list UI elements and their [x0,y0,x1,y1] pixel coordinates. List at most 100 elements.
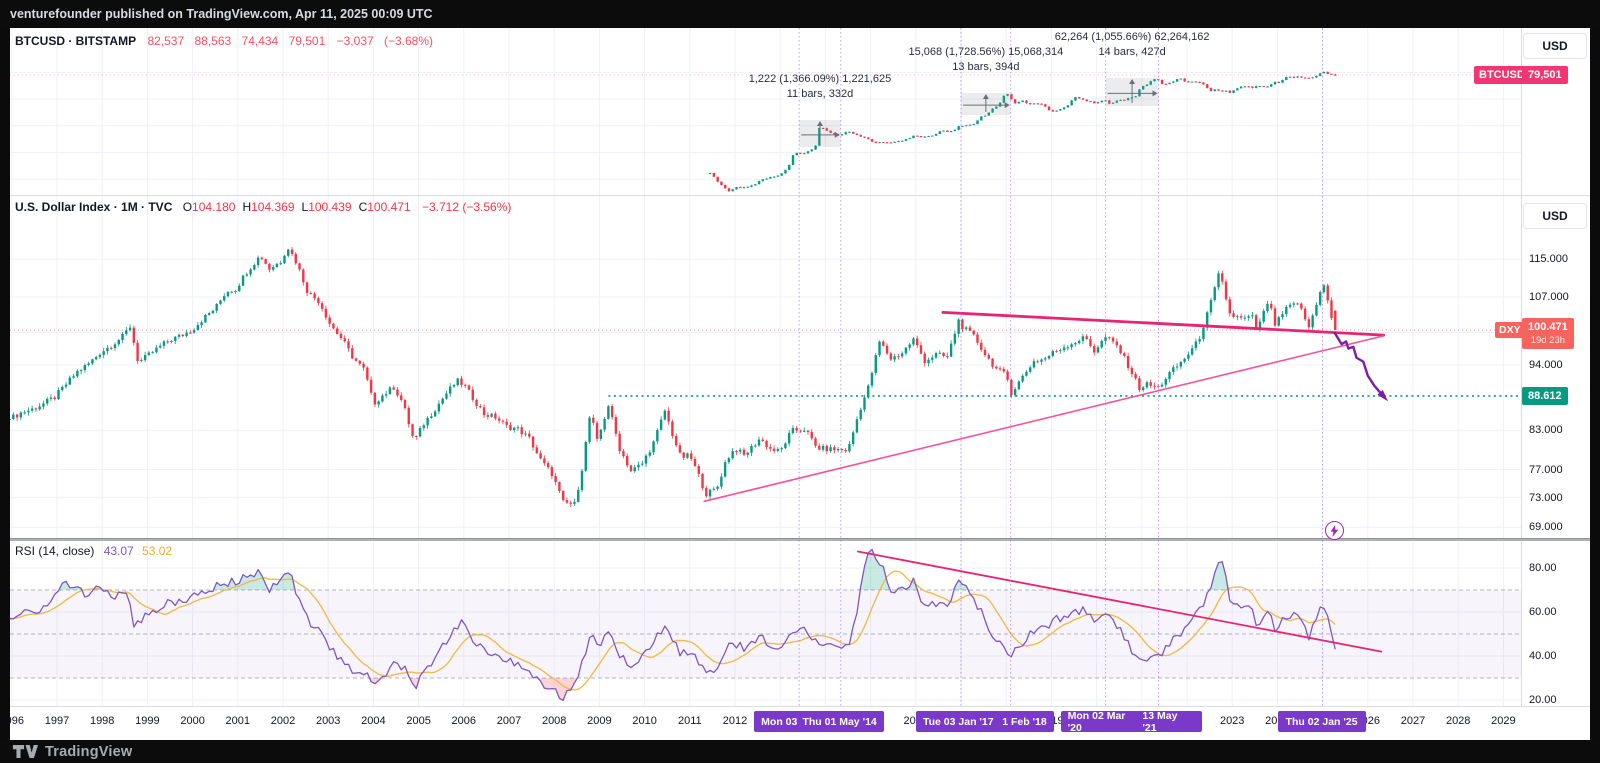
btcusd-price-chip: 79,501 [1522,66,1568,84]
year-axis-label: 1996 [10,715,25,727]
year-axis-label: 1997 [44,715,70,727]
lightning-bolt-icon [1330,524,1339,537]
year-axis-label: 1998 [89,715,115,727]
dxy-candles [10,246,1337,508]
btc-symbol-label[interactable]: BTCUSD · BITSTAMP [15,34,137,48]
brand-name[interactable]: TradingView [45,743,133,760]
year-axis-label: 2002 [270,715,296,727]
ohlc-key: O [182,200,193,214]
btcusd-chip-value: 79,501 [1528,69,1562,81]
time-marker-label: Tue 03 Jan '17 [923,715,994,728]
tradingview-logo-icon[interactable] [12,744,38,759]
footer-bar: TradingView [0,740,1600,763]
dxy-legend[interactable]: U.S. Dollar Index · 1M · TVC O104.180 H10… [15,200,511,214]
year-axis-label: 2003 [315,715,341,727]
year-axis-label: 2028 [1445,715,1471,727]
time-marker-chip: Mon 03 Thu 01 May '14 [754,711,884,732]
dxy-axis-tick: 69.000 [1529,521,1563,534]
rsi-legend[interactable]: RSI (14, close) 43.07 53.02 [15,544,172,558]
level-price-chip: 88.612 [1522,387,1568,405]
pane-separator-btc-dxy[interactable] [10,195,1590,196]
trend-line[interactable] [941,310,1386,337]
rsi-axis-tick: 80.00 [1529,562,1557,574]
btc-ohlc-values: 82,537 88,563 74,434 79,501 [147,34,326,48]
btc-change-value: −3,037 (−3.68%) [336,34,434,48]
rsi-title-label[interactable]: RSI (14, close) [15,544,95,558]
dxy-symbol-chip: DXY [1495,322,1525,338]
year-axis-label: 2027 [1400,715,1426,727]
dxy-axis-tick: 94.000 [1529,358,1563,371]
ohlc-key: C [358,200,368,214]
btc-candles [708,71,1337,192]
ohlc-value: 104.369 [251,200,295,214]
flash-idea-icon[interactable] [1325,521,1344,540]
ohlc-key: H [242,200,252,214]
year-axis-label: 2000 [180,715,205,727]
dxy-axis-tick: 73.000 [1529,491,1563,504]
rsi-axis-tick: 40.00 [1529,650,1557,662]
time-marker-chip: Thu 02 Jan '25 [1277,711,1366,732]
dxy-chart-area[interactable] [10,196,1521,538]
dxy-axis-tick: 107.000 [1529,290,1569,303]
dxy-symbol-label[interactable]: U.S. Dollar Index · 1M · TVC [15,200,173,214]
year-axis-label: 2004 [361,715,386,727]
rsi-ma-line [10,570,1336,691]
grid-lines [10,28,1521,196]
year-axis-label: 1999 [135,715,160,727]
time-marker-label: Mon 03 [761,715,798,728]
time-marker-chip: Tue 03 Jan '17 1 Feb '18 [916,711,1054,732]
price-range-box[interactable] [799,119,841,148]
rsi-band-fill [10,590,1521,678]
dxy-ohlc-values: O104.180 H104.369 L100.439 C100.471 [176,200,411,214]
rsi-axis-tick: 60.00 [1529,606,1557,618]
rsi-overbought-fill [10,549,1336,590]
ohlc-value: 100.439 [308,200,352,214]
price-range-box[interactable] [961,93,1011,115]
btc-chart-area[interactable] [10,28,1521,196]
year-axis-label: 2009 [587,715,612,727]
rsi-trend-line[interactable] [857,550,1383,653]
pane-separator-dxy-rsi[interactable] [10,538,1590,541]
price-axis-border [1521,28,1522,740]
year-axis-label: 2007 [496,715,522,727]
dxy-axis-tick: 83.000 [1529,424,1563,437]
dxy-axis-tick: 115.000 [1529,253,1568,266]
dxy-chip-value: 100.471 [1528,320,1568,333]
projection-arrow[interactable] [1333,331,1389,402]
year-axis-label: 2001 [225,715,251,727]
btc-currency-label: USD [1542,39,1568,53]
year-axis-label: 2008 [541,715,567,727]
dxy-price-chip: 100.471 19d 23h [1522,318,1574,349]
time-marker-label: Thu 02 Jan '25 [1285,715,1358,728]
dxy-currency-label: USD [1542,209,1568,223]
time-marker-chip: Mon 02 Mar '20 13 May '21 [1060,709,1202,734]
rsi-value: 43.07 [103,544,134,558]
btc-currency-button[interactable]: USD [1523,33,1587,59]
time-marker-label: Thu 01 May '14 [802,715,877,728]
chart-card: BTCUSD · BITSTAMP 82,537 88,563 74,434 7… [10,28,1590,740]
rsi-oversold-fill [10,678,1336,701]
btcusd-chip-label: BTCUSD [1479,69,1525,81]
year-axis-label: 2006 [451,715,477,727]
dxy-chip-label: DXY [1499,324,1521,336]
year-axis-label: 2011 [677,715,702,727]
btc-legend[interactable]: BTCUSD · BITSTAMP 82,537 88,563 74,434 7… [15,34,433,48]
dxy-countdown: 19d 23h [1530,334,1566,346]
year-axis-label: 2012 [722,715,748,727]
time-marker-label: 13 May '21 [1142,709,1178,734]
year-axis-label: 2023 [1219,715,1245,727]
time-axis[interactable]: 1996 1997 1998 1999 2000 2001 2002 2003 2004 2005… [10,707,1590,740]
year-axis-label: 2005 [406,715,431,727]
time-marker-label: Mon 02 Mar '20 [1067,709,1126,734]
time-marker-label: 1 Feb '18 [1002,715,1047,728]
btcusd-symbol-chip: BTCUSD [1474,66,1530,84]
price-range-box[interactable] [1105,78,1159,107]
rsi-chart-area[interactable] [10,541,1521,706]
rsi-axis-tick: 20.00 [1529,694,1557,706]
attribution-bar: venturefounder published on TradingView.… [0,0,1600,28]
dxy-change-value: −3.712 (−3.56%) [421,200,512,214]
dxy-currency-button[interactable]: USD [1523,203,1587,229]
attribution-text: venturefounder published on TradingView.… [10,7,433,21]
trend-line[interactable] [703,335,1385,503]
rsi-ma-value: 53.02 [142,544,173,558]
